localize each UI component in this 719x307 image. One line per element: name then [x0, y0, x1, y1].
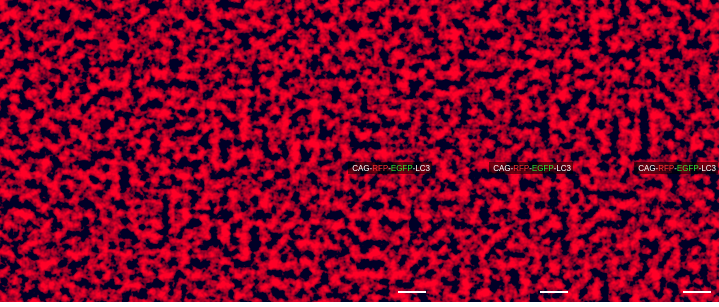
schematic-title: Two-photon in: [44, 4, 107, 15]
label-background: [634, 162, 718, 174]
marker-label-part: -: [529, 164, 532, 173]
window-arrow: [104, 151, 117, 168]
marker-label-part: RFP: [658, 164, 674, 173]
embryo-eye: [66, 188, 70, 192]
objective-tip: [50, 124, 100, 138]
title-text: imaging: [65, 16, 103, 27]
panel-g: G: [295, 147, 719, 300]
marker-label: CAG-RFP-EGFP-LC3: [352, 164, 430, 173]
schematic: Two-photon in vivo imaging 25X Window Ut…: [2, 4, 144, 215]
time-label: 0 hrs: [299, 2, 325, 14]
marker-label-part: -: [388, 164, 391, 173]
window-label: Window: [108, 141, 144, 152]
marker-label: CAG-RFP-EGFP-LC3: [638, 164, 716, 173]
marker-label-part: -LC3: [554, 164, 572, 173]
title-italic: in: [99, 4, 107, 15]
panel-e-frames: 0 hrs 12 hrs 24 hrs Wnt1-tdTomato Wnt1-t…: [295, 0, 719, 136]
panel-f: F E15.0: [152, 147, 292, 300]
frame-image: [437, 162, 574, 300]
marker-label-part: EGFP: [391, 164, 413, 173]
label-background: [348, 162, 432, 174]
objective-body: [46, 82, 104, 124]
uterus-arrow: [19, 163, 31, 177]
wire-loop: [195, 254, 215, 274]
stage-label: E14.5: [157, 5, 184, 16]
time-label: 12 hrs: [441, 2, 473, 14]
schematic-title: vivo imaging: [47, 16, 103, 27]
time-label: 24 hrs: [582, 2, 614, 14]
objective-label: 25X: [65, 99, 85, 111]
window: [34, 168, 116, 177]
marker-label-part: EGFP: [532, 164, 554, 173]
channel-label: Wnt1-tdTomato: [662, 2, 717, 11]
panel-letter: G: [298, 147, 307, 161]
marker-label-part: -: [674, 164, 677, 173]
panel-letter: F: [153, 147, 160, 161]
title-italic: vivo: [47, 16, 65, 27]
laser-beam: [62, 32, 88, 72]
marker-label-part: CAG-: [638, 164, 658, 173]
focus-cone: [64, 138, 86, 168]
marker-label-part: RFP: [372, 164, 388, 173]
marker-label-part: -LC3: [413, 164, 431, 173]
marker-label-part: EGFP: [677, 164, 699, 173]
panel-e-photo: E14.5: [152, 0, 292, 136]
frame-image: [578, 0, 719, 136]
roi-box: [211, 44, 223, 54]
tissue: [172, 176, 268, 272]
stage-label: E15.0: [157, 166, 184, 177]
uterus-label: Uterus: [2, 152, 31, 163]
embryo-head: [62, 183, 78, 199]
wire-loop: [232, 254, 252, 274]
roi-box: [200, 208, 214, 221]
frame-image: [295, 0, 433, 136]
marker-label-part: -LC3: [699, 164, 717, 173]
title-text: Two-photon: [44, 4, 99, 15]
channel-label: Wnt1-tdTomato: [517, 2, 572, 11]
frame-image: [437, 0, 574, 136]
marker-label-part: CAG-: [352, 164, 372, 173]
wire: [188, 118, 256, 128]
frame-image: [295, 162, 433, 300]
tissue: [178, 16, 266, 124]
marker-label-part: RFP: [513, 164, 529, 173]
marker-label-part: CAG-: [493, 164, 513, 173]
frame-image: [578, 162, 719, 300]
marker-label: CAG-RFP-EGFP-LC3: [493, 164, 571, 173]
objective-collar: [56, 72, 94, 82]
channel-label: Wnt1-tdTomato: [376, 2, 431, 11]
label-background: [489, 162, 573, 174]
